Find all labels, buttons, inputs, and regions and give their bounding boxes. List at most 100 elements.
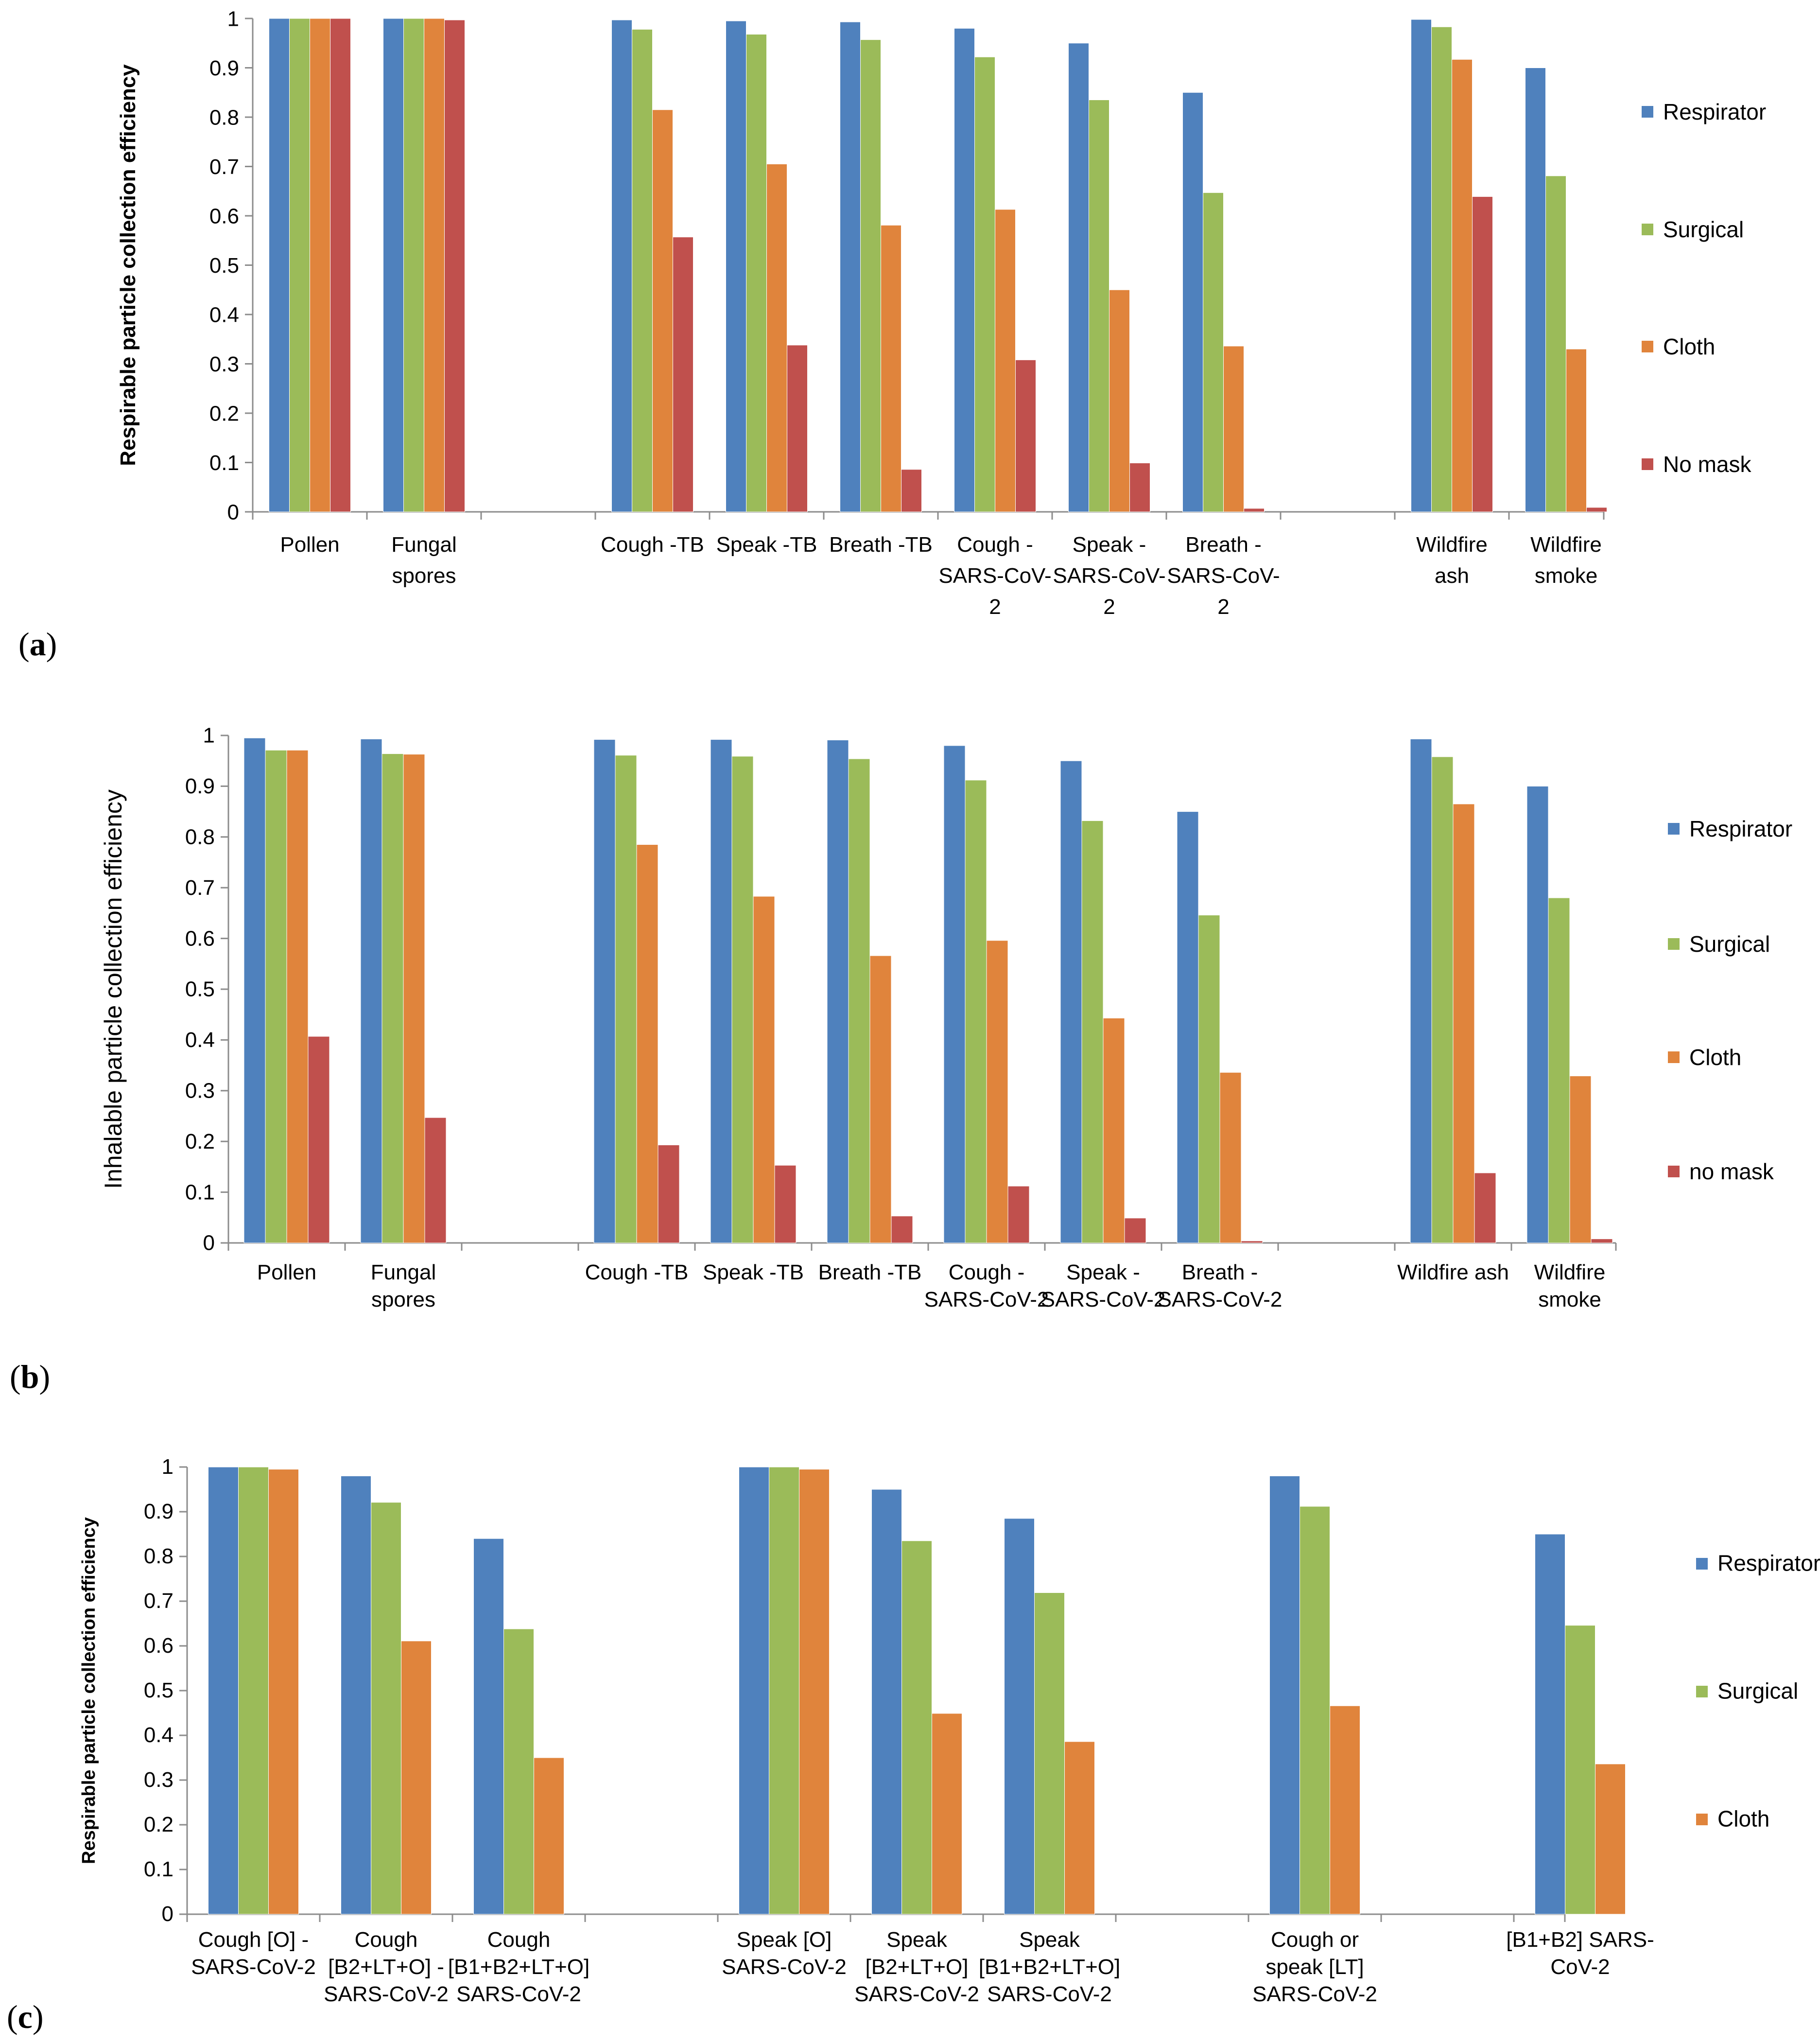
legend-swatch-respirator	[1668, 823, 1680, 835]
bar-surgical-speak-sars-cov-2	[1089, 99, 1109, 512]
x-category-label: smoke	[1535, 564, 1598, 588]
bar-surgical-breath-tb	[860, 39, 881, 512]
legend: Respirator Surgical Cloth	[1696, 1551, 1820, 1832]
legend-swatch-surgical	[1642, 224, 1653, 235]
bar-respirator-wildfire-ash	[1411, 19, 1432, 512]
legend-label-cloth: Cloth	[1663, 334, 1715, 359]
bar-surgical-pollen	[289, 18, 310, 512]
y-tick-label: 0.2	[185, 1130, 215, 1153]
bar-cloth-cough-b2-lt-o-sars-cov-2	[401, 1641, 432, 1915]
legend-swatch-no-mask	[1668, 1166, 1680, 1177]
bar-surgical-wildfire-smoke	[1548, 897, 1570, 1243]
x-category-label: Cough [O] -	[198, 1928, 309, 1952]
x-category-label: Cough -	[957, 533, 1033, 557]
x-category-label: 2	[1103, 595, 1115, 619]
bar-no-mask-fungal-spores	[424, 1117, 447, 1243]
y-tick-label: 0.9	[185, 774, 215, 798]
bar-respirator-speak-tb	[726, 20, 746, 512]
legend: Respirator Surgical Cloth No mask	[1642, 99, 1766, 477]
bar-respirator-speak-o-sars-cov-2	[739, 1467, 769, 1915]
bar-cloth-wildfire-ash	[1452, 59, 1473, 512]
bar-respirator-wildfire-smoke	[1525, 68, 1546, 512]
x-category-label: SARS-CoV-2	[191, 1955, 316, 1979]
y-tick-label: 0.1	[185, 1180, 215, 1204]
bar-cloth-cough-o-sars-cov-2	[268, 1469, 299, 1915]
y-tick-label: 0.4	[185, 1028, 215, 1052]
x-category-label: SARS-CoV-	[938, 564, 1051, 588]
legend-swatch-no-mask	[1642, 458, 1653, 470]
x-category-label: SARS-CoV-	[1167, 564, 1280, 588]
legend-label-respirator: Respirator	[1689, 816, 1792, 841]
bar-respirator-cough-tb	[593, 739, 616, 1243]
x-category-label: ash	[1435, 564, 1469, 588]
x-category-label: [B1+B2+LT+O]	[448, 1955, 589, 1979]
bar-surgical-cough-tb	[615, 755, 637, 1243]
bar-surgical-fungal-spores	[403, 18, 424, 512]
legend-swatch-surgical	[1668, 938, 1680, 950]
x-category-label: SARS-CoV-2	[722, 1955, 847, 1979]
y-axis-title: Inhalable particle collection efficiency	[100, 789, 127, 1189]
x-category-label: SARS-CoV-2	[1158, 1288, 1283, 1311]
x-category-label: Fungal	[391, 533, 457, 557]
y-tick-label: 0.7	[144, 1589, 173, 1613]
bar-respirator-speak-sars-cov-2	[1068, 43, 1089, 512]
x-category-label: [B1+B2] SARS-	[1506, 1928, 1654, 1952]
bar-respirator-cough-o-sars-cov-2	[208, 1467, 239, 1915]
legend-swatch-surgical	[1696, 1686, 1708, 1697]
bar-no-mask-wildfire-smoke	[1591, 1239, 1613, 1243]
bar-respirator-cough-tb	[611, 19, 632, 512]
bar-no-mask-cough-sars-cov-2	[1015, 359, 1036, 512]
bar-cloth-speak-tb	[753, 896, 775, 1243]
bar-no-mask-breath-tb	[891, 1216, 913, 1243]
bar-respirator-wildfire-ash	[1410, 738, 1432, 1243]
bar-cloth-speak-tb	[766, 163, 787, 512]
bar-surgical-cough-tb	[632, 29, 653, 512]
bar-respirator-speak-b2-lt-o-sars-cov-2	[871, 1489, 902, 1915]
bar-no-mask-fungal-spores	[444, 19, 465, 512]
y-tick-label: 0	[203, 1231, 215, 1255]
x-category-label: Wildfire	[1534, 1260, 1606, 1284]
bar-no-mask-breath-sars-cov-2	[1244, 508, 1265, 512]
legend-swatch-cloth	[1642, 341, 1653, 352]
bar-no-mask-pollen	[330, 18, 351, 512]
panel-label: (c)	[7, 1998, 44, 2035]
bar-cloth-pollen	[310, 18, 330, 512]
bar-cloth-speak-b1-b2-lt-o-sars-cov-2	[1064, 1741, 1095, 1915]
x-category-label: SARS-CoV-2	[854, 1982, 979, 2006]
legend-swatch-respirator	[1696, 1558, 1708, 1570]
legend-label-surgical: Surgical	[1689, 931, 1770, 957]
y-tick-label: 1	[227, 7, 239, 31]
bar-no-mask-cough-tb	[658, 1145, 680, 1243]
bar-respirator-breath-tb	[827, 739, 849, 1243]
bar-respirator-cough-sars-cov-2	[954, 28, 975, 512]
legend: Respirator Surgical Cloth no mask	[1668, 816, 1792, 1184]
bar-surgical-speak-b2-lt-o-sars-cov-2	[901, 1540, 932, 1915]
legend-swatch-respirator	[1642, 106, 1653, 118]
bar-no-mask-breath-sars-cov-2	[1241, 1240, 1263, 1243]
y-tick-label: 0.8	[209, 105, 239, 129]
bar-cloth-cough-sars-cov-2	[986, 940, 1008, 1243]
chart-panel-3: 0 0.1 0.2 0.3 0.4 0.5 0.6 0.7 0.8 0.9 1 Respirable …	[7, 1455, 1820, 2035]
x-category-label: [B2+LT+O] -	[328, 1955, 444, 1979]
y-tick-label: 0.9	[144, 1500, 173, 1523]
bar-no-mask-speak-tb	[774, 1165, 797, 1243]
legend-label-surgical: Surgical	[1663, 217, 1744, 242]
bar-cloth-cough-tb	[636, 844, 659, 1243]
x-category-label: Cough -TB	[585, 1260, 689, 1284]
bar-no-mask-pollen	[308, 1036, 330, 1243]
bar-surgical-wildfire-ash	[1431, 756, 1454, 1243]
bar-cloth-speak-o-sars-cov-2	[799, 1469, 830, 1915]
y-tick-label: 0.1	[209, 451, 239, 475]
bar-surgical-b1-b2-sars-cov-2	[1565, 1625, 1595, 1915]
bar-surgical-speak-b1-b2-lt-o-sars-cov-2	[1034, 1592, 1065, 1915]
bar-cloth-speak-sars-cov-2	[1109, 289, 1130, 512]
y-tick-label: 0.2	[209, 402, 239, 425]
bar-surgical-fungal-spores	[381, 753, 404, 1243]
bar-surgical-breath-sars-cov-2	[1203, 192, 1224, 512]
bar-respirator-pollen	[243, 737, 266, 1243]
x-category-label: Breath -	[1182, 1260, 1258, 1284]
x-category-label: [B2+LT+O]	[866, 1955, 969, 1979]
bar-surgical-cough-sars-cov-2	[974, 56, 995, 512]
x-category-label: Breath -TB	[818, 1260, 922, 1284]
